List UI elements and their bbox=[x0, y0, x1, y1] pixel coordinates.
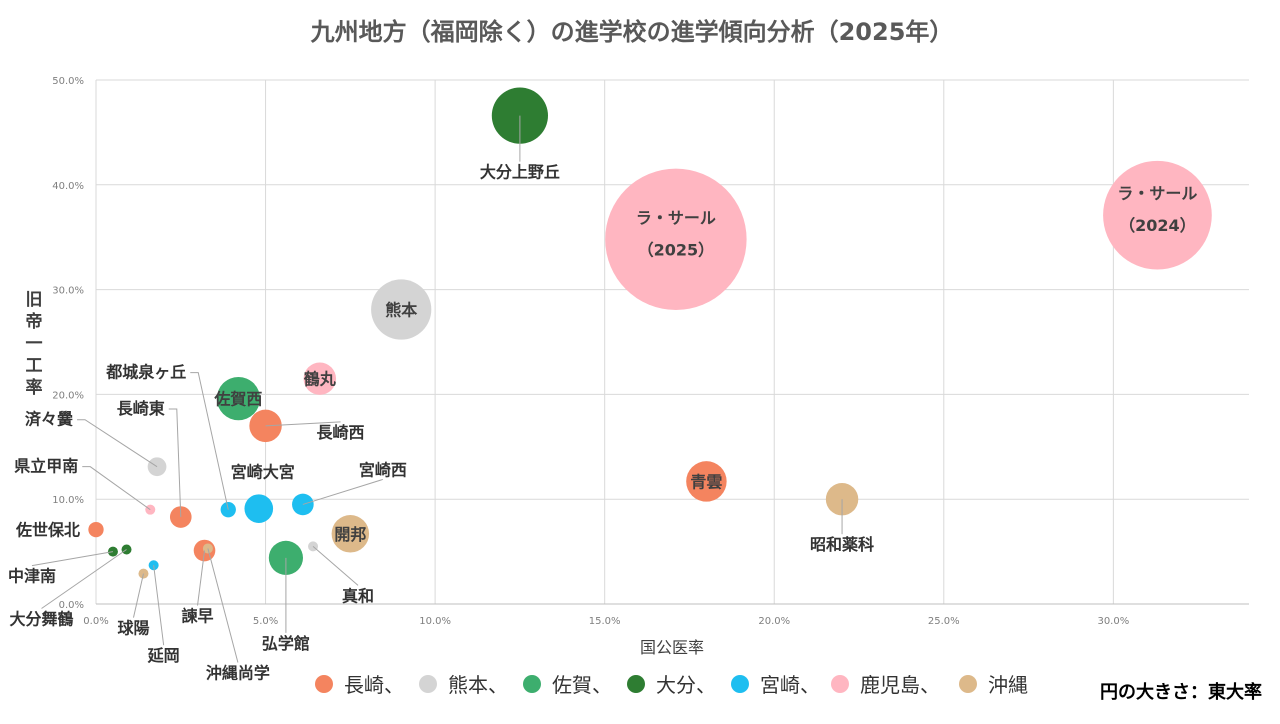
data-label: 都城泉ヶ丘 bbox=[105, 363, 186, 382]
legend-marker bbox=[523, 675, 541, 693]
data-label: 宮崎大宮 bbox=[231, 463, 295, 482]
legend-label: 熊本、 bbox=[448, 673, 508, 697]
x-tick-label: 20.0% bbox=[758, 616, 790, 627]
bubbles bbox=[88, 87, 1212, 579]
x-tick-label: 0.0% bbox=[83, 616, 108, 627]
data-label-sub: （2025） bbox=[638, 240, 715, 259]
y-axis-title: 旧帝一工率 bbox=[26, 290, 43, 398]
data-label: 鶴丸 bbox=[304, 370, 337, 389]
bubble-marker bbox=[371, 279, 432, 340]
x-axis-title: 国公医率 bbox=[640, 638, 704, 657]
legend-label: 鹿児島、 bbox=[860, 673, 940, 697]
data-label: 弘学館 bbox=[262, 634, 310, 653]
legend-marker bbox=[959, 675, 977, 693]
data-label: 中津南 bbox=[8, 567, 56, 586]
data-label: ラ・サール bbox=[636, 208, 716, 227]
bubble-marker bbox=[121, 544, 132, 555]
data-label: 長崎東 bbox=[117, 399, 165, 418]
bubble-marker bbox=[605, 168, 747, 311]
y-tick-label: 20.0% bbox=[52, 390, 84, 401]
data-label: 延岡 bbox=[147, 646, 180, 665]
bubble-marker bbox=[1103, 160, 1212, 270]
y-tick-label: 40.0% bbox=[52, 181, 84, 192]
grid bbox=[95, 79, 1249, 605]
axis-ticks: 0.0% 10.0% 20.0% 30.0% 40.0% 50.0% 0.0% 5.0% 10.… bbox=[52, 76, 1129, 627]
legend-label: 宮崎、 bbox=[760, 673, 820, 697]
leader-lines bbox=[31, 115, 843, 663]
data-label: 佐賀西 bbox=[213, 390, 262, 409]
y-tick-label: 0.0% bbox=[59, 600, 84, 611]
bubble-marker bbox=[303, 362, 337, 395]
data-label: 済々黌 bbox=[25, 410, 73, 429]
bubble-marker bbox=[216, 376, 261, 421]
leader-line bbox=[31, 551, 114, 567]
data-label-sub: （2024） bbox=[1119, 216, 1196, 235]
data-label: 青雲 bbox=[690, 472, 722, 491]
leader-line bbox=[265, 421, 341, 427]
legend-marker bbox=[731, 675, 749, 693]
chart-title: 九州地方（福岡除く）の進学校の進学傾向分析（2025年） bbox=[310, 18, 954, 46]
data-label: 球陽 bbox=[117, 619, 149, 638]
y-tick-label: 50.0% bbox=[52, 76, 84, 87]
legend-label: 沖縄 bbox=[988, 673, 1028, 697]
bubble-marker bbox=[249, 409, 282, 443]
leader-line bbox=[190, 372, 229, 510]
data-label: 大分舞鶴 bbox=[10, 610, 74, 629]
data-label: 真和 bbox=[342, 586, 374, 605]
data-label: 諫早 bbox=[182, 607, 214, 626]
data-label: 熊本 bbox=[385, 301, 417, 320]
leader-line bbox=[82, 466, 151, 511]
leader-line bbox=[302, 478, 384, 505]
data-label: 宮崎西 bbox=[359, 460, 407, 479]
data-label: 沖縄尚学 bbox=[206, 663, 270, 682]
bubble-marker bbox=[88, 521, 104, 538]
x-tick-label: 30.0% bbox=[1097, 616, 1129, 627]
data-label: 昭和薬科 bbox=[810, 535, 874, 554]
leader-line bbox=[168, 408, 182, 518]
legend-label: 長崎、 bbox=[344, 673, 404, 697]
bubble-marker bbox=[686, 461, 727, 502]
leader-line bbox=[197, 550, 206, 606]
size-note: 円の大きさ：東大率 bbox=[1100, 681, 1262, 703]
leader-line bbox=[312, 545, 359, 586]
bubble-marker bbox=[331, 515, 370, 553]
y-tick-label: 30.0% bbox=[52, 286, 84, 297]
leader-line bbox=[132, 573, 144, 618]
legend-marker bbox=[315, 675, 333, 693]
leader-line bbox=[207, 548, 239, 663]
data-label: 長崎西 bbox=[317, 423, 365, 442]
data-label: 開邦 bbox=[334, 525, 366, 544]
leader-line bbox=[153, 565, 165, 646]
leader-line bbox=[77, 419, 158, 468]
bubble-marker bbox=[244, 494, 274, 523]
legend-marker bbox=[831, 675, 849, 693]
data-label: 佐世保北 bbox=[15, 521, 80, 540]
legend-marker bbox=[627, 675, 645, 693]
legend: 長崎、 熊本、 佐賀、 大分、 宮崎、 鹿児島、 沖縄 bbox=[315, 673, 1028, 697]
legend-label: 佐賀、 bbox=[552, 673, 612, 697]
x-tick-label: 15.0% bbox=[589, 616, 621, 627]
legend-marker bbox=[419, 675, 437, 693]
x-tick-label: 5.0% bbox=[253, 616, 278, 627]
legend-label: 大分、 bbox=[656, 673, 716, 697]
x-tick-label: 25.0% bbox=[928, 616, 960, 627]
data-label: ラ・サール bbox=[1117, 184, 1197, 203]
x-tick-label: 10.0% bbox=[419, 616, 451, 627]
y-tick-label: 10.0% bbox=[52, 495, 84, 506]
leader-line bbox=[41, 549, 127, 609]
data-label: 県立甲南 bbox=[14, 457, 78, 476]
data-label: 大分上野丘 bbox=[480, 163, 560, 182]
